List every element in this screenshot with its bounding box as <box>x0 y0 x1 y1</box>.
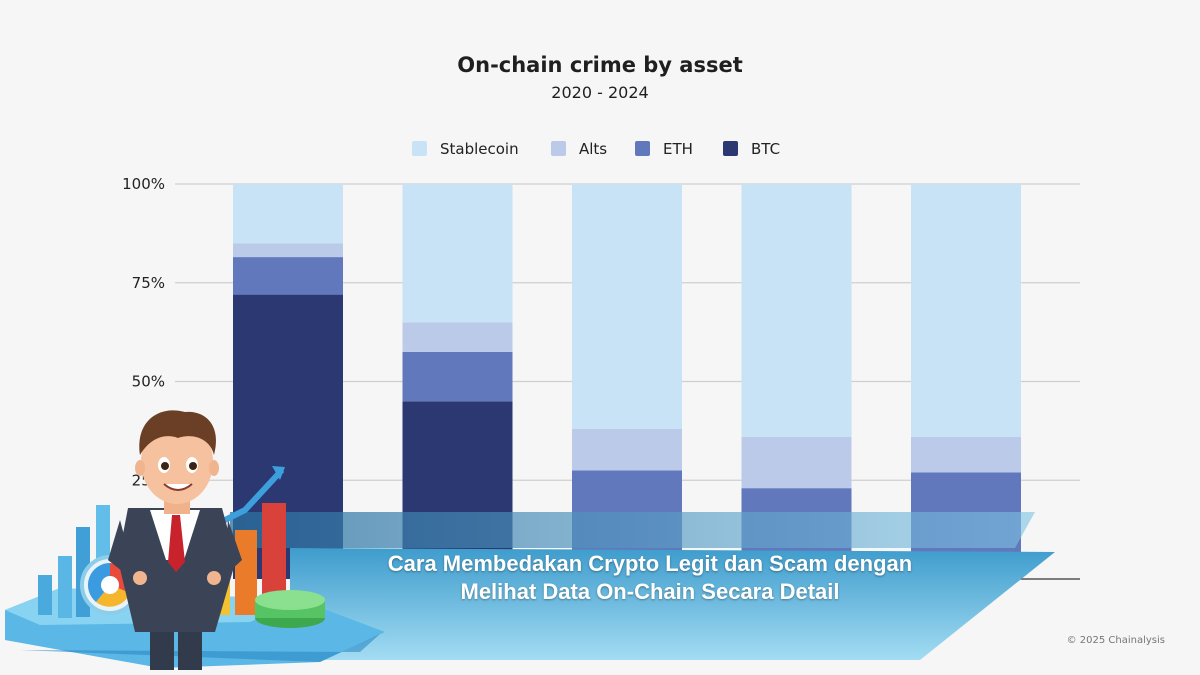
bar-segment-alts <box>741 436 852 489</box>
y-tick-label: 100% <box>122 175 165 193</box>
banner-headline-line-2: Melihat Data On-Chain Secara Detail <box>460 579 840 604</box>
copyright-note: © 2025 Chainalysis <box>1067 635 1165 646</box>
legend-label-btc: BTC <box>751 140 780 158</box>
chart-title: On-chain crime by asset <box>457 53 742 77</box>
bar-segment-eth <box>402 351 513 402</box>
bar-segment-stablecoin <box>233 184 343 244</box>
legend-swatch-stablecoin <box>412 141 427 156</box>
legend-label-stablecoin: Stablecoin <box>440 140 519 158</box>
legend: Stablecoin Alts ETH BTC <box>412 140 780 158</box>
coin-stack-icon <box>255 590 325 628</box>
legend-swatch-eth <box>635 141 650 156</box>
title-banner <box>290 548 1055 660</box>
businessman-mascot <box>108 410 242 670</box>
banner-top-strip <box>230 512 1035 548</box>
legend-swatch-alts <box>551 141 566 156</box>
bar-segment-alts <box>233 243 343 258</box>
legend-label-alts: Alts <box>579 140 607 158</box>
bar-segment-stablecoin <box>911 184 1021 437</box>
bar-segment-stablecoin <box>402 184 513 323</box>
bar-segment-stablecoin <box>741 184 852 437</box>
legend-label-eth: ETH <box>663 140 693 158</box>
banner-headline: Cara Membedakan Crypto Legit dan Scam de… <box>300 550 1000 606</box>
chart-subtitle: 2020 - 2024 <box>551 83 648 102</box>
y-tick-label: 50% <box>132 373 165 391</box>
legend-swatch-btc <box>723 141 738 156</box>
bar-segment-eth <box>233 257 343 295</box>
y-tick-label: 75% <box>132 274 165 292</box>
banner-headline-line-1: Cara Membedakan Crypto Legit dan Scam de… <box>387 551 913 576</box>
bar-segment-alts <box>402 322 513 352</box>
bar-segment-alts <box>911 436 1021 473</box>
bar-segment-alts <box>572 428 682 471</box>
bar-segment-stablecoin <box>572 184 682 429</box>
